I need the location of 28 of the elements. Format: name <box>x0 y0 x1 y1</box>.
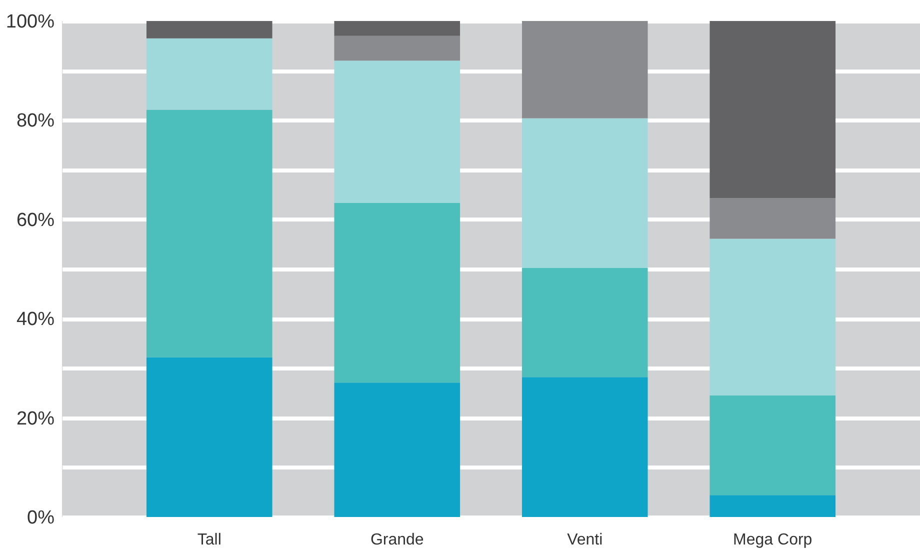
x-tick-label: Venti <box>567 532 603 548</box>
bar <box>522 268 648 378</box>
bar <box>710 495 836 517</box>
bar <box>710 238 836 396</box>
bar <box>522 377 648 517</box>
bar <box>334 60 460 204</box>
bar <box>522 21 648 118</box>
y-tick-label: 80% <box>16 110 55 132</box>
y-tick-label: 0% <box>27 508 55 528</box>
y-tick-label: 40% <box>16 309 55 330</box>
y-tick-label: 100% <box>6 12 55 32</box>
bar <box>334 203 460 383</box>
bar <box>710 21 836 198</box>
bar <box>334 36 460 61</box>
bar <box>334 21 460 36</box>
bar <box>146 357 272 517</box>
y-tick-label: 60% <box>16 210 55 231</box>
bar <box>710 198 836 239</box>
bar <box>334 382 460 517</box>
bar <box>522 118 648 268</box>
bar <box>146 110 272 358</box>
bar <box>146 21 272 38</box>
x-tick-label: Mega Corp <box>733 532 812 548</box>
bar <box>146 38 272 110</box>
y-tick-label: 20% <box>16 408 55 430</box>
x-tick-label: Grande <box>370 532 424 548</box>
x-tick-label: Tall <box>197 532 222 548</box>
bar <box>710 395 836 496</box>
